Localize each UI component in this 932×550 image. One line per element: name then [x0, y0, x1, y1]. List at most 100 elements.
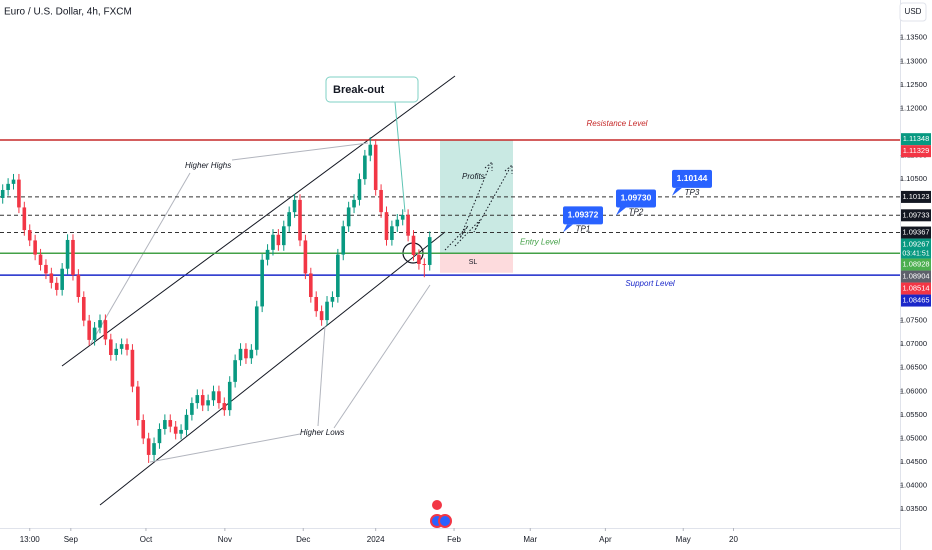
- event-icon: [432, 500, 442, 510]
- candle-body: [92, 327, 97, 340]
- y-tick-label: 1.12500: [900, 80, 927, 89]
- candle-body: [379, 189, 383, 213]
- price-label: 1.11348: [903, 134, 930, 143]
- x-tick-label: 13:00: [20, 535, 41, 544]
- target-value: 1.10144: [677, 173, 708, 183]
- price-label: 1.10123: [902, 192, 929, 201]
- candle-body: [292, 199, 297, 213]
- x-tick-label: 2024: [367, 535, 385, 544]
- channel-lower: [99, 231, 446, 506]
- breakout-label: Break-out: [333, 84, 385, 96]
- price-label-box: [901, 294, 931, 307]
- candle-body: [173, 426, 178, 434]
- higher-highs-pointer: [89, 172, 191, 346]
- candle-body: [168, 420, 173, 427]
- candle-body: [346, 207, 351, 227]
- candle-body: [211, 391, 216, 401]
- target-tag: TP2: [629, 208, 644, 217]
- y-tick-label: 1.06000: [900, 386, 927, 395]
- profit-path: [454, 167, 511, 247]
- candle-body: [11, 179, 16, 184]
- candle-body: [368, 144, 373, 156]
- price-label-box: [901, 282, 931, 295]
- candle-body: [406, 214, 410, 236]
- candle-body: [87, 320, 91, 340]
- candle-body: [249, 349, 254, 359]
- target-value: 1.09372: [568, 210, 599, 220]
- target-pointer: [563, 224, 573, 233]
- higher-highs-pointer: [231, 142, 369, 161]
- price-countdown: 03:41:51: [902, 250, 929, 257]
- price-label-box: [901, 209, 931, 222]
- y-tick-label: 1.13500: [900, 33, 927, 42]
- target-callout: [672, 169, 712, 188]
- target-callout: [616, 189, 656, 208]
- price-label: 1.08904: [902, 272, 929, 281]
- currency-label: USD: [905, 7, 922, 16]
- candle-body: [71, 239, 75, 275]
- y-tick-label: 1.05000: [900, 433, 927, 442]
- candle-body: [17, 179, 21, 208]
- price-label: 1.09267: [902, 240, 929, 249]
- candle-body: [352, 199, 356, 208]
- level-label: Entry Level: [520, 237, 560, 246]
- candle-body: [103, 320, 108, 340]
- candle-body: [276, 234, 281, 246]
- x-tick-label: Sep: [64, 535, 79, 544]
- candle-body: [49, 273, 54, 283]
- target-tag: TP1: [576, 224, 591, 233]
- target-value: 1.09730: [621, 193, 652, 203]
- candle-body: [341, 226, 346, 255]
- candle-body: [0, 189, 5, 198]
- profit-arrowhead: [484, 160, 493, 171]
- candle-body: [319, 311, 324, 321]
- y-tick-label: 1.03500: [900, 504, 927, 513]
- candle-body: [233, 360, 237, 382]
- candle-body: [222, 403, 227, 411]
- candle-body: [309, 273, 313, 297]
- candle-body: [400, 214, 405, 220]
- price-label-box: [901, 133, 931, 146]
- x-tick-label: 20: [729, 535, 738, 544]
- higher-lows-label: Higher Lows: [300, 428, 344, 437]
- candle-body: [244, 348, 248, 359]
- candle-body: [357, 179, 362, 200]
- candle-body: [163, 420, 167, 429]
- price-label-box: [901, 238, 931, 259]
- currency-box[interactable]: [899, 2, 927, 22]
- price-label-box: [901, 270, 931, 283]
- candle-body: [271, 234, 275, 250]
- candle-body: [38, 254, 43, 265]
- price-label: 1.08928: [902, 260, 929, 269]
- price-label-box: [901, 190, 931, 203]
- candle-body: [227, 381, 232, 411]
- higher-lows-pointer: [149, 433, 301, 463]
- candle-body: [22, 207, 27, 231]
- higher-lows-pointer: [333, 284, 431, 429]
- y-tick-label: 1.10500: [900, 174, 927, 183]
- candle-body: [200, 395, 205, 406]
- target-tag: TP3: [685, 188, 700, 197]
- candle-body: [260, 259, 264, 307]
- candle-body: [44, 264, 48, 274]
- candle-body: [330, 297, 335, 302]
- x-tick-label: Feb: [447, 535, 461, 544]
- price-label: 1.08514: [902, 284, 929, 293]
- price-label: 1.08465: [902, 296, 929, 305]
- x-tick-label: Mar: [523, 535, 537, 544]
- candle-body: [422, 264, 427, 265]
- candle-body: [184, 414, 189, 430]
- x-tick-label: Dec: [296, 535, 310, 544]
- y-tick-label: 1.04500: [900, 457, 927, 466]
- higher-lows-pointer: [317, 325, 326, 427]
- y-tick-label: 1.05500: [900, 410, 927, 419]
- price-label: 1.09733: [902, 210, 929, 219]
- candle-body: [254, 306, 259, 350]
- candle-body: [195, 395, 200, 404]
- candle-body: [54, 282, 59, 290]
- x-tick-label: May: [676, 535, 691, 544]
- candle-body: [136, 386, 140, 421]
- candle-body: [298, 199, 302, 241]
- candle-body: [314, 297, 319, 312]
- stop-label: SL: [469, 259, 478, 266]
